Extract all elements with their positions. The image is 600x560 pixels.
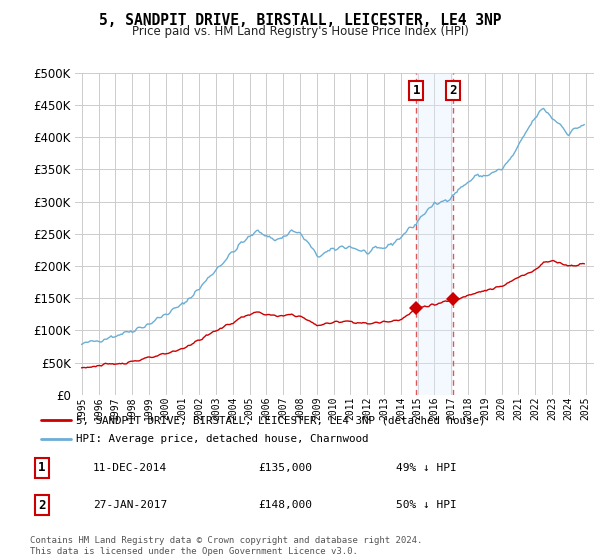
Text: 50% ↓ HPI: 50% ↓ HPI (396, 500, 457, 510)
Text: 49% ↓ HPI: 49% ↓ HPI (396, 463, 457, 473)
Text: 2: 2 (38, 498, 46, 512)
Text: HPI: Average price, detached house, Charnwood: HPI: Average price, detached house, Char… (76, 435, 369, 445)
Text: 11-DEC-2014: 11-DEC-2014 (93, 463, 167, 473)
Text: 5, SANDPIT DRIVE, BIRSTALL, LEICESTER, LE4 3NP: 5, SANDPIT DRIVE, BIRSTALL, LEICESTER, L… (99, 13, 501, 28)
Text: 27-JAN-2017: 27-JAN-2017 (93, 500, 167, 510)
Text: 1: 1 (412, 85, 420, 97)
Text: Price paid vs. HM Land Registry's House Price Index (HPI): Price paid vs. HM Land Registry's House … (131, 25, 469, 38)
Text: 5, SANDPIT DRIVE, BIRSTALL, LEICESTER, LE4 3NP (detached house): 5, SANDPIT DRIVE, BIRSTALL, LEICESTER, L… (76, 415, 486, 425)
Text: 1: 1 (38, 461, 46, 474)
Text: £135,000: £135,000 (258, 463, 312, 473)
Text: £148,000: £148,000 (258, 500, 312, 510)
Text: 2: 2 (449, 85, 457, 97)
Bar (416, 73, 452, 395)
Text: Contains HM Land Registry data © Crown copyright and database right 2024.
This d: Contains HM Land Registry data © Crown c… (30, 536, 422, 556)
